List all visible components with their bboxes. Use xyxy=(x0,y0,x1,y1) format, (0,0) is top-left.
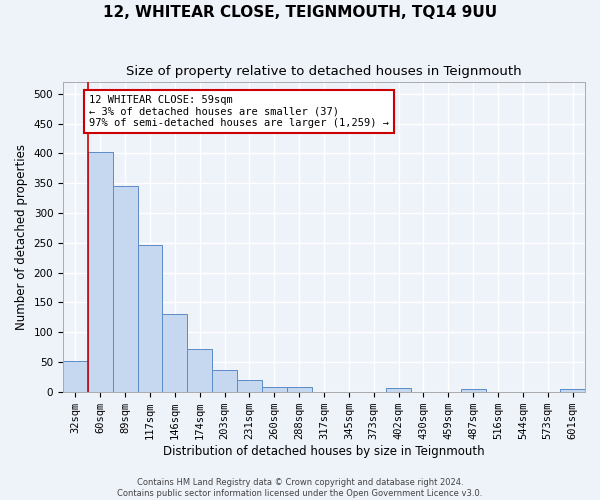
Bar xyxy=(287,387,311,392)
X-axis label: Distribution of detached houses by size in Teignmouth: Distribution of detached houses by size … xyxy=(163,444,485,458)
Bar xyxy=(461,388,485,392)
Bar xyxy=(113,186,137,392)
Bar xyxy=(137,244,163,392)
Title: Size of property relative to detached houses in Teignmouth: Size of property relative to detached ho… xyxy=(126,65,522,78)
Bar xyxy=(560,388,585,392)
Bar xyxy=(237,380,262,392)
Text: 12 WHITEAR CLOSE: 59sqm
← 3% of detached houses are smaller (37)
97% of semi-det: 12 WHITEAR CLOSE: 59sqm ← 3% of detached… xyxy=(89,95,389,128)
Bar xyxy=(212,370,237,392)
Text: Contains HM Land Registry data © Crown copyright and database right 2024.
Contai: Contains HM Land Registry data © Crown c… xyxy=(118,478,482,498)
Bar xyxy=(262,387,287,392)
Bar xyxy=(187,350,212,392)
Y-axis label: Number of detached properties: Number of detached properties xyxy=(15,144,28,330)
Bar xyxy=(63,360,88,392)
Text: 12, WHITEAR CLOSE, TEIGNMOUTH, TQ14 9UU: 12, WHITEAR CLOSE, TEIGNMOUTH, TQ14 9UU xyxy=(103,5,497,20)
Bar xyxy=(163,314,187,392)
Bar xyxy=(386,388,411,392)
Bar xyxy=(88,152,113,392)
